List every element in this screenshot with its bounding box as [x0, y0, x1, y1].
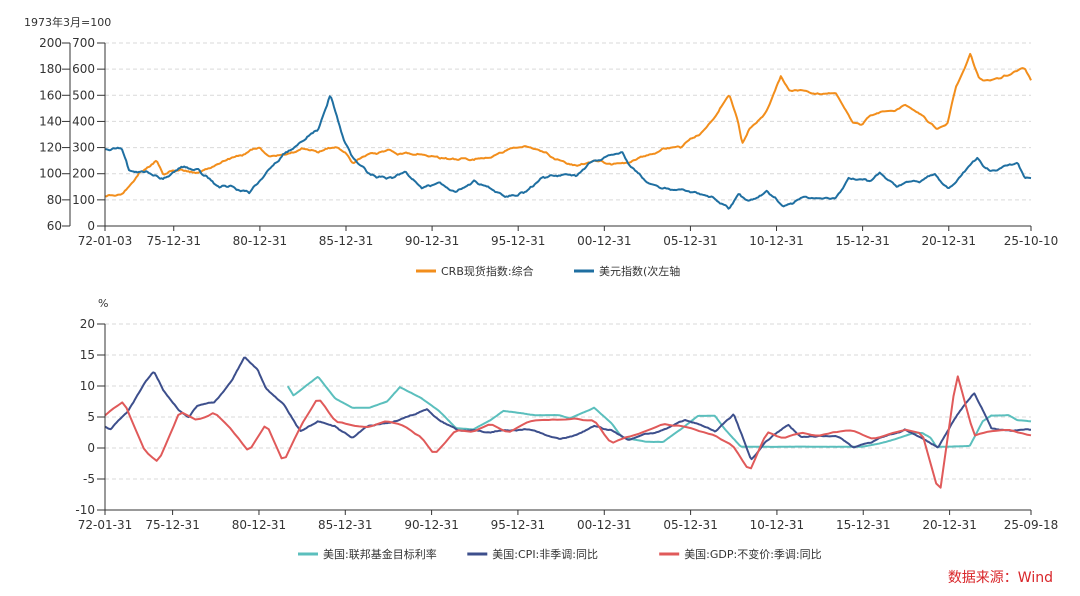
bottom-axes: -10 -5 0 5 10 15 20 72-01-31 75-12-31 80-12-31 85-…: [75, 317, 1058, 532]
bottom-y-tick-label: -10: [75, 503, 95, 517]
top-left-y-tick-label: 160: [39, 88, 62, 102]
top-x-tick-label: 10-12-31: [749, 234, 803, 248]
fed-funds-rate-line: [286, 376, 1032, 448]
bottom-legend-label: 美国:CPI:非季调:同比: [492, 548, 598, 561]
bottom-legend-label: 美国:GDP:不变价:季调:同比: [684, 547, 821, 561]
top-right-y-tick-label: 300: [72, 141, 95, 155]
index-base-note: 1973年3月=100: [24, 15, 111, 29]
bottom-x-tick-label: 25-09-18: [1004, 518, 1058, 532]
bottom-x-tick-label: 75-12-31: [145, 518, 199, 532]
bottom-y-tick-label: -5: [83, 472, 95, 486]
top-x-tick-label: 85-12-31: [319, 234, 373, 248]
top-x-tick-label: 72-01-03: [78, 234, 132, 248]
top-right-y-tick-label: 200: [72, 167, 95, 181]
usd-index-line: [104, 95, 1032, 210]
bottom-series-lines: [104, 356, 1032, 489]
bottom-x-tick-label: 20-12-31: [922, 518, 976, 532]
top-axes: 60 80 100 120 140 160 180 200 0 100 200 300 400 500 60…: [39, 36, 1058, 248]
us-gdp-yoy-line: [104, 375, 1032, 489]
top-legend: CRB现货指数:综合 美元指数(次左轴: [416, 264, 680, 278]
percent-axis-unit: %: [98, 297, 108, 310]
us-cpi-yoy-line: [104, 356, 1031, 461]
top-x-tick-label: 75-12-31: [147, 234, 201, 248]
top-series-lines: [104, 52, 1032, 210]
top-right-y-tick-label: 500: [72, 88, 95, 102]
bottom-y-tick-label: 20: [80, 317, 95, 331]
crb-usd-index-chart: 1973年3月=100 60 80 100 120 140 160 180 200 0 100 20…: [24, 15, 1058, 278]
top-x-tick-label: 00-12-31: [577, 234, 631, 248]
bottom-y-tick-label: 0: [87, 441, 95, 455]
top-x-tick-label: 05-12-31: [663, 234, 717, 248]
us-macro-rates-chart: % -10 -5 0 5 10 15 20 72-01-31 75-12-31 80-12-31 8…: [75, 297, 1058, 561]
top-left-y-tick-label: 180: [39, 62, 62, 76]
top-left-y-tick-label: 60: [47, 219, 62, 233]
top-right-y-tick-label: 400: [72, 114, 95, 128]
top-legend-label: CRB现货指数:综合: [441, 264, 534, 278]
top-right-y-tick-label: 0: [87, 219, 95, 233]
top-x-tick-label: 90-12-31: [405, 234, 459, 248]
top-gridlines: [105, 42, 1031, 201]
top-left-y-tick-label: 140: [39, 114, 62, 128]
bottom-x-tick-label: 10-12-31: [750, 518, 804, 532]
bottom-y-tick-label: 10: [80, 379, 95, 393]
bottom-x-tick-label: 15-12-31: [836, 518, 890, 532]
top-left-y-tick-label: 120: [39, 141, 62, 155]
bottom-x-tick-label: 72-01-31: [78, 518, 132, 532]
bottom-gridlines: [105, 323, 1031, 480]
bottom-legend-label: 美国:联邦基金目标利率: [323, 547, 437, 561]
top-x-tick-label: 25-10-10: [1004, 234, 1058, 248]
top-right-y-tick-label: 600: [72, 62, 95, 76]
top-left-y-tick-label: 100: [39, 167, 62, 181]
bottom-x-tick-label: 80-12-31: [232, 518, 286, 532]
top-left-y-tick-label: 200: [39, 36, 62, 50]
bottom-x-tick-label: 00-12-31: [577, 518, 631, 532]
bottom-x-tick-label: 95-12-31: [491, 518, 545, 532]
top-legend-label: 美元指数(次左轴: [599, 264, 680, 278]
data-source-note: 数据来源：Wind: [948, 570, 1053, 586]
top-right-y-tick-label: 100: [72, 193, 95, 207]
bottom-x-tick-label: 90-12-31: [404, 518, 458, 532]
top-x-tick-label: 20-12-31: [922, 234, 976, 248]
bottom-x-tick-label: 85-12-31: [318, 518, 372, 532]
top-x-tick-label: 15-12-31: [835, 234, 889, 248]
top-left-y-tick-label: 80: [47, 193, 62, 207]
bottom-x-tick-label: 05-12-31: [663, 518, 717, 532]
bottom-y-tick-label: 15: [80, 348, 95, 362]
top-x-tick-label: 95-12-31: [491, 234, 545, 248]
crb-spot-index-line: [104, 52, 1032, 198]
top-right-y-tick-label: 700: [72, 36, 95, 50]
bottom-y-tick-label: 5: [87, 410, 95, 424]
bottom-legend: 美国:联邦基金目标利率 美国:CPI:非季调:同比 美国:GDP:不变价:季调:同比: [298, 547, 822, 561]
top-x-tick-label: 80-12-31: [233, 234, 287, 248]
